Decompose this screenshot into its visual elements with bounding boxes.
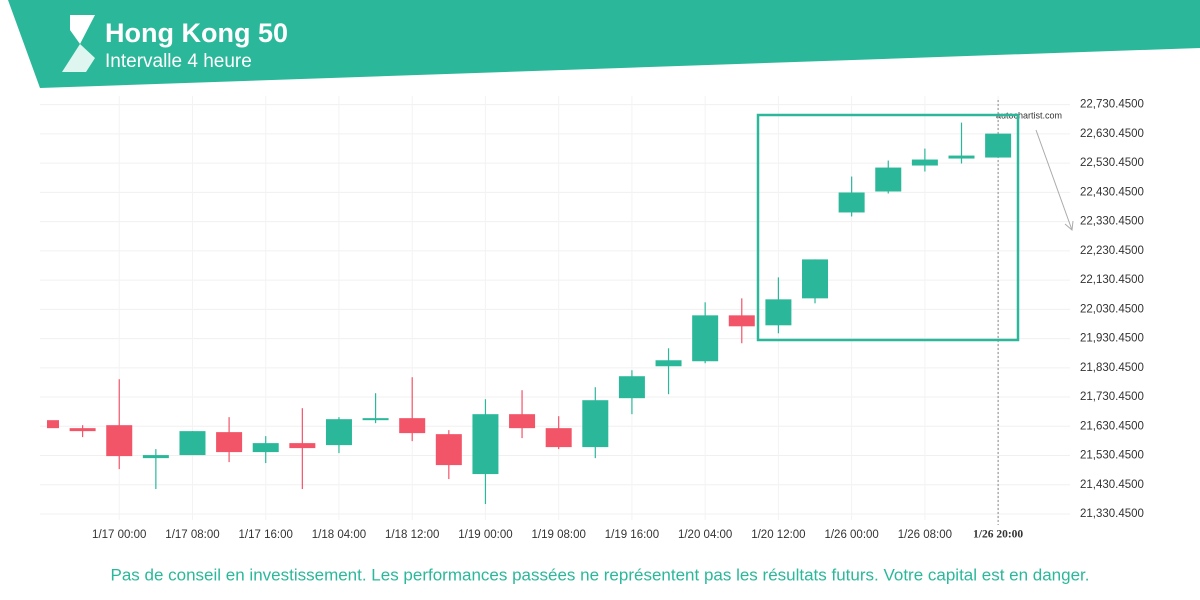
y-tick-label: 21,430.4500 <box>1080 479 1144 491</box>
y-tick-label: 22,730.4500 <box>1080 99 1144 111</box>
candle-body <box>618 376 645 399</box>
x-tick-label: 1/18 12:00 <box>385 529 439 541</box>
y-tick-label: 21,730.4500 <box>1080 391 1144 403</box>
candle-body <box>216 432 243 453</box>
candle-body <box>875 167 902 192</box>
logo <box>62 15 95 72</box>
y-tick-label: 21,630.4500 <box>1080 420 1144 432</box>
candle-body <box>838 192 865 213</box>
candle-body <box>948 155 975 159</box>
y-tick-label: 22,030.4500 <box>1080 303 1144 315</box>
chart-subtitle: Intervalle 4 heure <box>105 51 252 72</box>
candle-body <box>545 428 572 448</box>
forecast-arrow <box>1035 129 1074 231</box>
x-tick-label: 1/18 04:00 <box>312 529 366 541</box>
candle-body <box>692 315 719 362</box>
candle-body <box>69 428 96 432</box>
y-tick-label: 21,830.4500 <box>1080 362 1144 374</box>
candle-body <box>582 400 609 448</box>
y-tick-label: 22,430.4500 <box>1080 186 1144 198</box>
candle-body <box>289 443 316 449</box>
x-tick-label: 1/19 16:00 <box>605 529 659 541</box>
x-tick-label: 1/26 00:00 <box>824 529 878 541</box>
plot-area: 21,330.4500 21,430.4500 21,530.4500 21,630.… <box>40 96 1144 541</box>
watermark: autochartist.com <box>996 110 1062 120</box>
pattern-box <box>756 113 1020 342</box>
candle-body <box>142 455 169 459</box>
y-tick-label: 22,530.4500 <box>1080 157 1144 169</box>
candle-body <box>985 133 1012 158</box>
candle-body <box>47 420 59 429</box>
candles <box>47 122 1012 505</box>
chart-title: Hong Kong 50 <box>105 18 288 48</box>
header-banner <box>8 0 1200 88</box>
x-tick-label: 1/17 16:00 <box>239 529 293 541</box>
candle-body <box>325 419 352 446</box>
candle-body <box>911 159 938 166</box>
disclaimer: Pas de conseil en investissement. Les pe… <box>111 565 1090 584</box>
y-tick-label: 21,330.4500 <box>1080 508 1144 520</box>
x-tick-label: 1/17 08:00 <box>165 529 219 541</box>
x-tick-label: 1/26 20:00 <box>973 529 1023 541</box>
x-tick-label: 1/19 08:00 <box>532 529 586 541</box>
candle-body <box>106 425 133 457</box>
y-tick-label: 21,530.4500 <box>1080 450 1144 462</box>
y-tick-label: 22,130.4500 <box>1080 274 1144 286</box>
candle-body <box>472 414 499 475</box>
candle-body <box>252 443 279 453</box>
candle-body <box>399 418 426 434</box>
candle-body <box>655 360 682 367</box>
candle-body <box>802 259 829 299</box>
y-tick-label: 21,930.4500 <box>1080 333 1144 345</box>
x-tick-label: 1/19 00:00 <box>458 529 512 541</box>
y-tick-label: 22,330.4500 <box>1080 216 1144 228</box>
x-tick-label: 1/20 12:00 <box>751 529 805 541</box>
y-tick-label: 22,230.4500 <box>1080 245 1144 257</box>
candle-body <box>728 315 755 327</box>
candle-body <box>765 299 792 326</box>
candle-body <box>509 414 536 429</box>
x-tick-label: 1/20 04:00 <box>678 529 732 541</box>
candle-body <box>435 434 462 466</box>
x-tick-label: 1/26 08:00 <box>898 529 952 541</box>
x-tick-label: 1/17 00:00 <box>92 529 146 541</box>
candle-body <box>179 431 206 456</box>
candle-body <box>362 418 389 421</box>
y-tick-label: 22,630.4500 <box>1080 128 1144 140</box>
